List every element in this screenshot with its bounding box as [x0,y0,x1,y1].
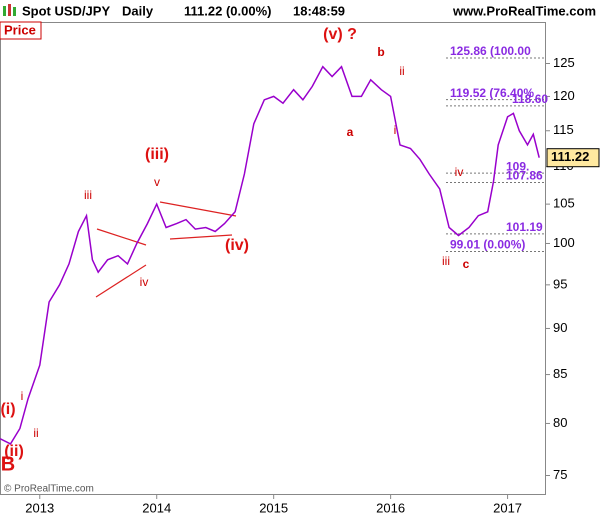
y-tick-label: 90 [553,320,567,335]
y-tick-label: 115 [553,122,574,137]
wave-label: a [347,125,354,139]
wave-label: iii [84,188,92,202]
source: www.ProRealTime.com [452,3,596,18]
fib-level-label: 119.52 (76.40% [450,86,534,100]
fib-level-label: 118.60 [512,92,548,106]
wave-label: iii [442,254,450,268]
y-tick-label: 125 [553,55,575,70]
wave-label: i [394,123,397,137]
price-line [0,65,540,445]
x-tick-label: 2017 [493,500,522,515]
time: 18:48:59 [293,3,345,18]
wave-label: (iv) [225,237,249,254]
fib-level-label: 109. [506,159,529,173]
wave-label: B [1,453,15,475]
wave-label: i [21,389,24,403]
price-tag: 111.22 [551,149,589,164]
wave-label: (ii) [4,443,24,460]
y-tick-label: 85 [553,366,567,381]
logo [3,4,16,16]
plot-frame [0,22,546,495]
copyright: © ProRealTime.com [4,484,94,495]
y-tick-label: 80 [553,415,567,430]
x-tick-label: 2014 [142,500,171,515]
y-tick-label: 120 [553,88,575,103]
fib-level-label: 99.01 (0.00%) [450,238,525,252]
wave-label: iv [140,275,149,289]
wave-label: b [377,45,384,59]
wave-label: (i) [0,401,15,418]
last-label: 111.22 (0.00%) [184,3,271,18]
x-tick-label: 2016 [376,500,405,515]
wave-label: ii [399,64,404,78]
wave-label: (v) ? [323,26,357,43]
title: Spot USD/JPY [22,3,110,18]
y-tick-label: 105 [553,196,575,211]
wave-label: iv [455,165,464,179]
x-tick-label: 2013 [25,500,54,515]
panel-label: Price [4,22,36,37]
wave-label: c [463,257,470,271]
y-tick-label: 75 [553,467,567,482]
y-tick-label: 95 [553,276,567,291]
fib-level-label: 101.19 [506,220,543,234]
panel-label-box [0,21,42,40]
price-tag-box [546,148,600,168]
x-tick-label: 2015 [259,500,288,515]
y-tick-label: 100 [553,235,575,250]
period: Daily [122,3,154,18]
fib-level-label: 107.86 [506,169,543,183]
wave-label: v [154,175,160,189]
wave-label: (iii) [145,146,169,163]
wave-label: ii [33,426,38,440]
fib-level-label: 125.86 (100.00 [450,44,531,58]
